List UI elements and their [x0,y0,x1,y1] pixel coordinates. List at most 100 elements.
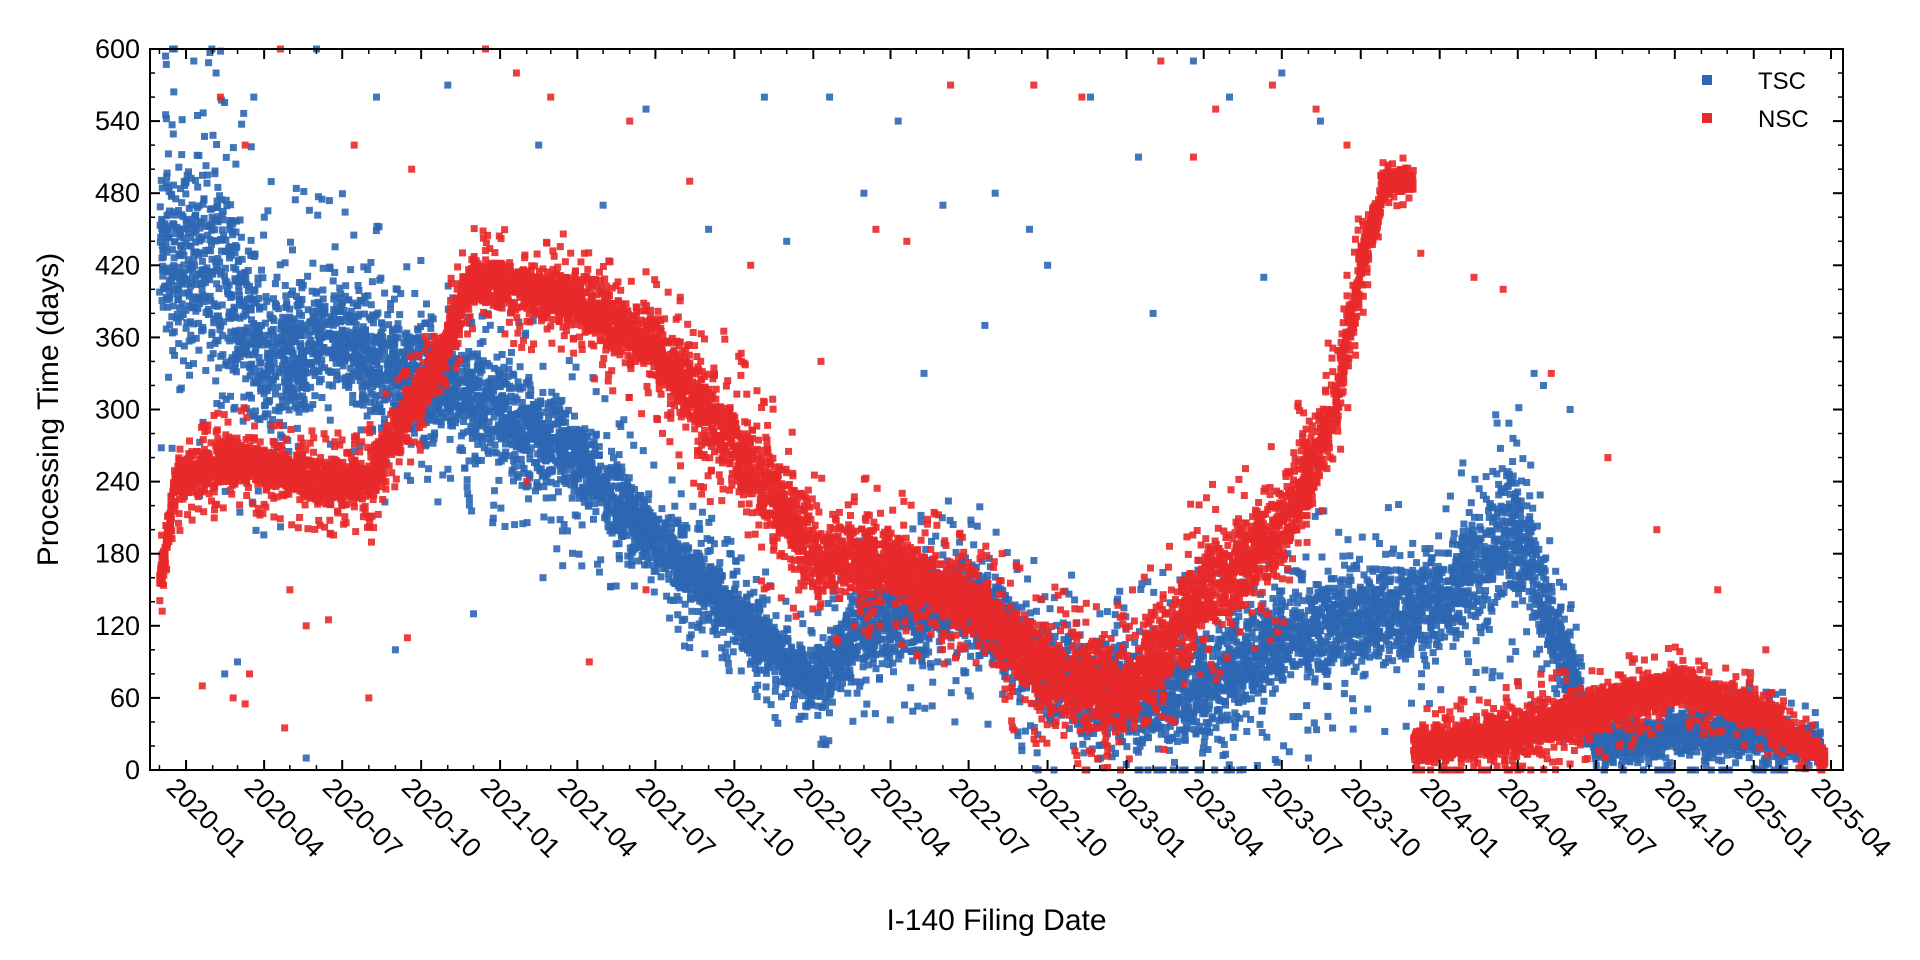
data-point [168,272,176,280]
data-point [618,533,625,540]
data-point [470,384,478,392]
data-point [367,259,375,266]
data-point [212,217,220,225]
data-point [199,171,206,179]
data-point [718,654,726,662]
data-point [221,487,229,495]
data-point [210,300,218,308]
data-point [752,614,760,622]
data-point [469,407,477,415]
data-point [716,559,724,567]
data-point [232,160,240,168]
data-point [360,363,368,371]
data-point [686,644,694,652]
data-point [319,264,327,272]
data-point [184,256,192,264]
data-point [194,112,201,119]
data-point [367,351,375,359]
data-point [166,287,173,295]
data-point [290,315,298,323]
data-point [574,487,582,495]
data-point [682,561,690,569]
data-point [498,451,506,459]
data-point [177,227,185,235]
data-point [392,333,400,341]
data-point [505,405,512,413]
data-point [541,456,549,464]
data-point [514,378,522,386]
data-point [924,601,932,609]
data-point [498,393,505,400]
data-point [342,327,350,335]
data-point [544,440,552,448]
data-point [415,362,423,370]
data-point [487,394,495,401]
data-point [472,423,480,431]
data-point [886,716,894,724]
data-point [769,640,777,647]
data-point [330,310,338,318]
data-point [885,619,893,627]
data-point [267,426,275,434]
data-point [615,497,623,505]
data-point [490,448,498,456]
data-point [852,609,860,617]
data-point [427,412,435,420]
data-point [596,451,603,459]
data-point [991,594,999,602]
data-point [362,394,369,402]
data-point [721,539,729,547]
data-point [548,420,555,428]
data-point [286,305,294,313]
data-point [898,608,906,616]
data-point [194,304,202,312]
data-point [590,466,598,474]
data-point [490,413,498,421]
data-point [485,418,493,426]
data-point [519,432,526,440]
data-point [371,373,379,381]
data-point [368,278,376,286]
data-point [225,250,233,258]
data-point [334,336,342,344]
data-point [542,408,550,416]
data-point [338,190,346,198]
data-point [836,664,844,672]
data-point [698,626,706,634]
data-point [688,607,696,615]
data-point [403,342,411,350]
data-point [635,557,643,565]
data-point [664,554,672,562]
data-point [212,263,220,271]
data-point [492,404,499,412]
data-point [691,574,699,582]
data-point [384,311,392,319]
data-point [663,541,671,549]
data-point [917,629,925,637]
data-point [220,232,228,240]
data-point [848,658,856,666]
data-point [350,231,358,239]
data-point [171,238,179,246]
data-point [170,281,178,289]
data-point [697,539,705,547]
data-point [471,460,479,468]
data-point [876,675,883,683]
data-point [631,538,639,545]
data-point [753,693,761,701]
data-point [231,403,239,411]
data-point [246,372,254,380]
data-point [619,526,627,534]
data-point [182,179,190,187]
data-point [247,236,255,244]
data-point [266,311,274,319]
data-point [725,625,733,633]
data-point [430,435,438,443]
data-point [197,280,205,288]
data-point [772,612,780,620]
data-point [646,508,654,516]
data-point [629,500,637,507]
data-point [444,465,452,473]
data-point [918,657,926,665]
data-point [256,367,264,375]
